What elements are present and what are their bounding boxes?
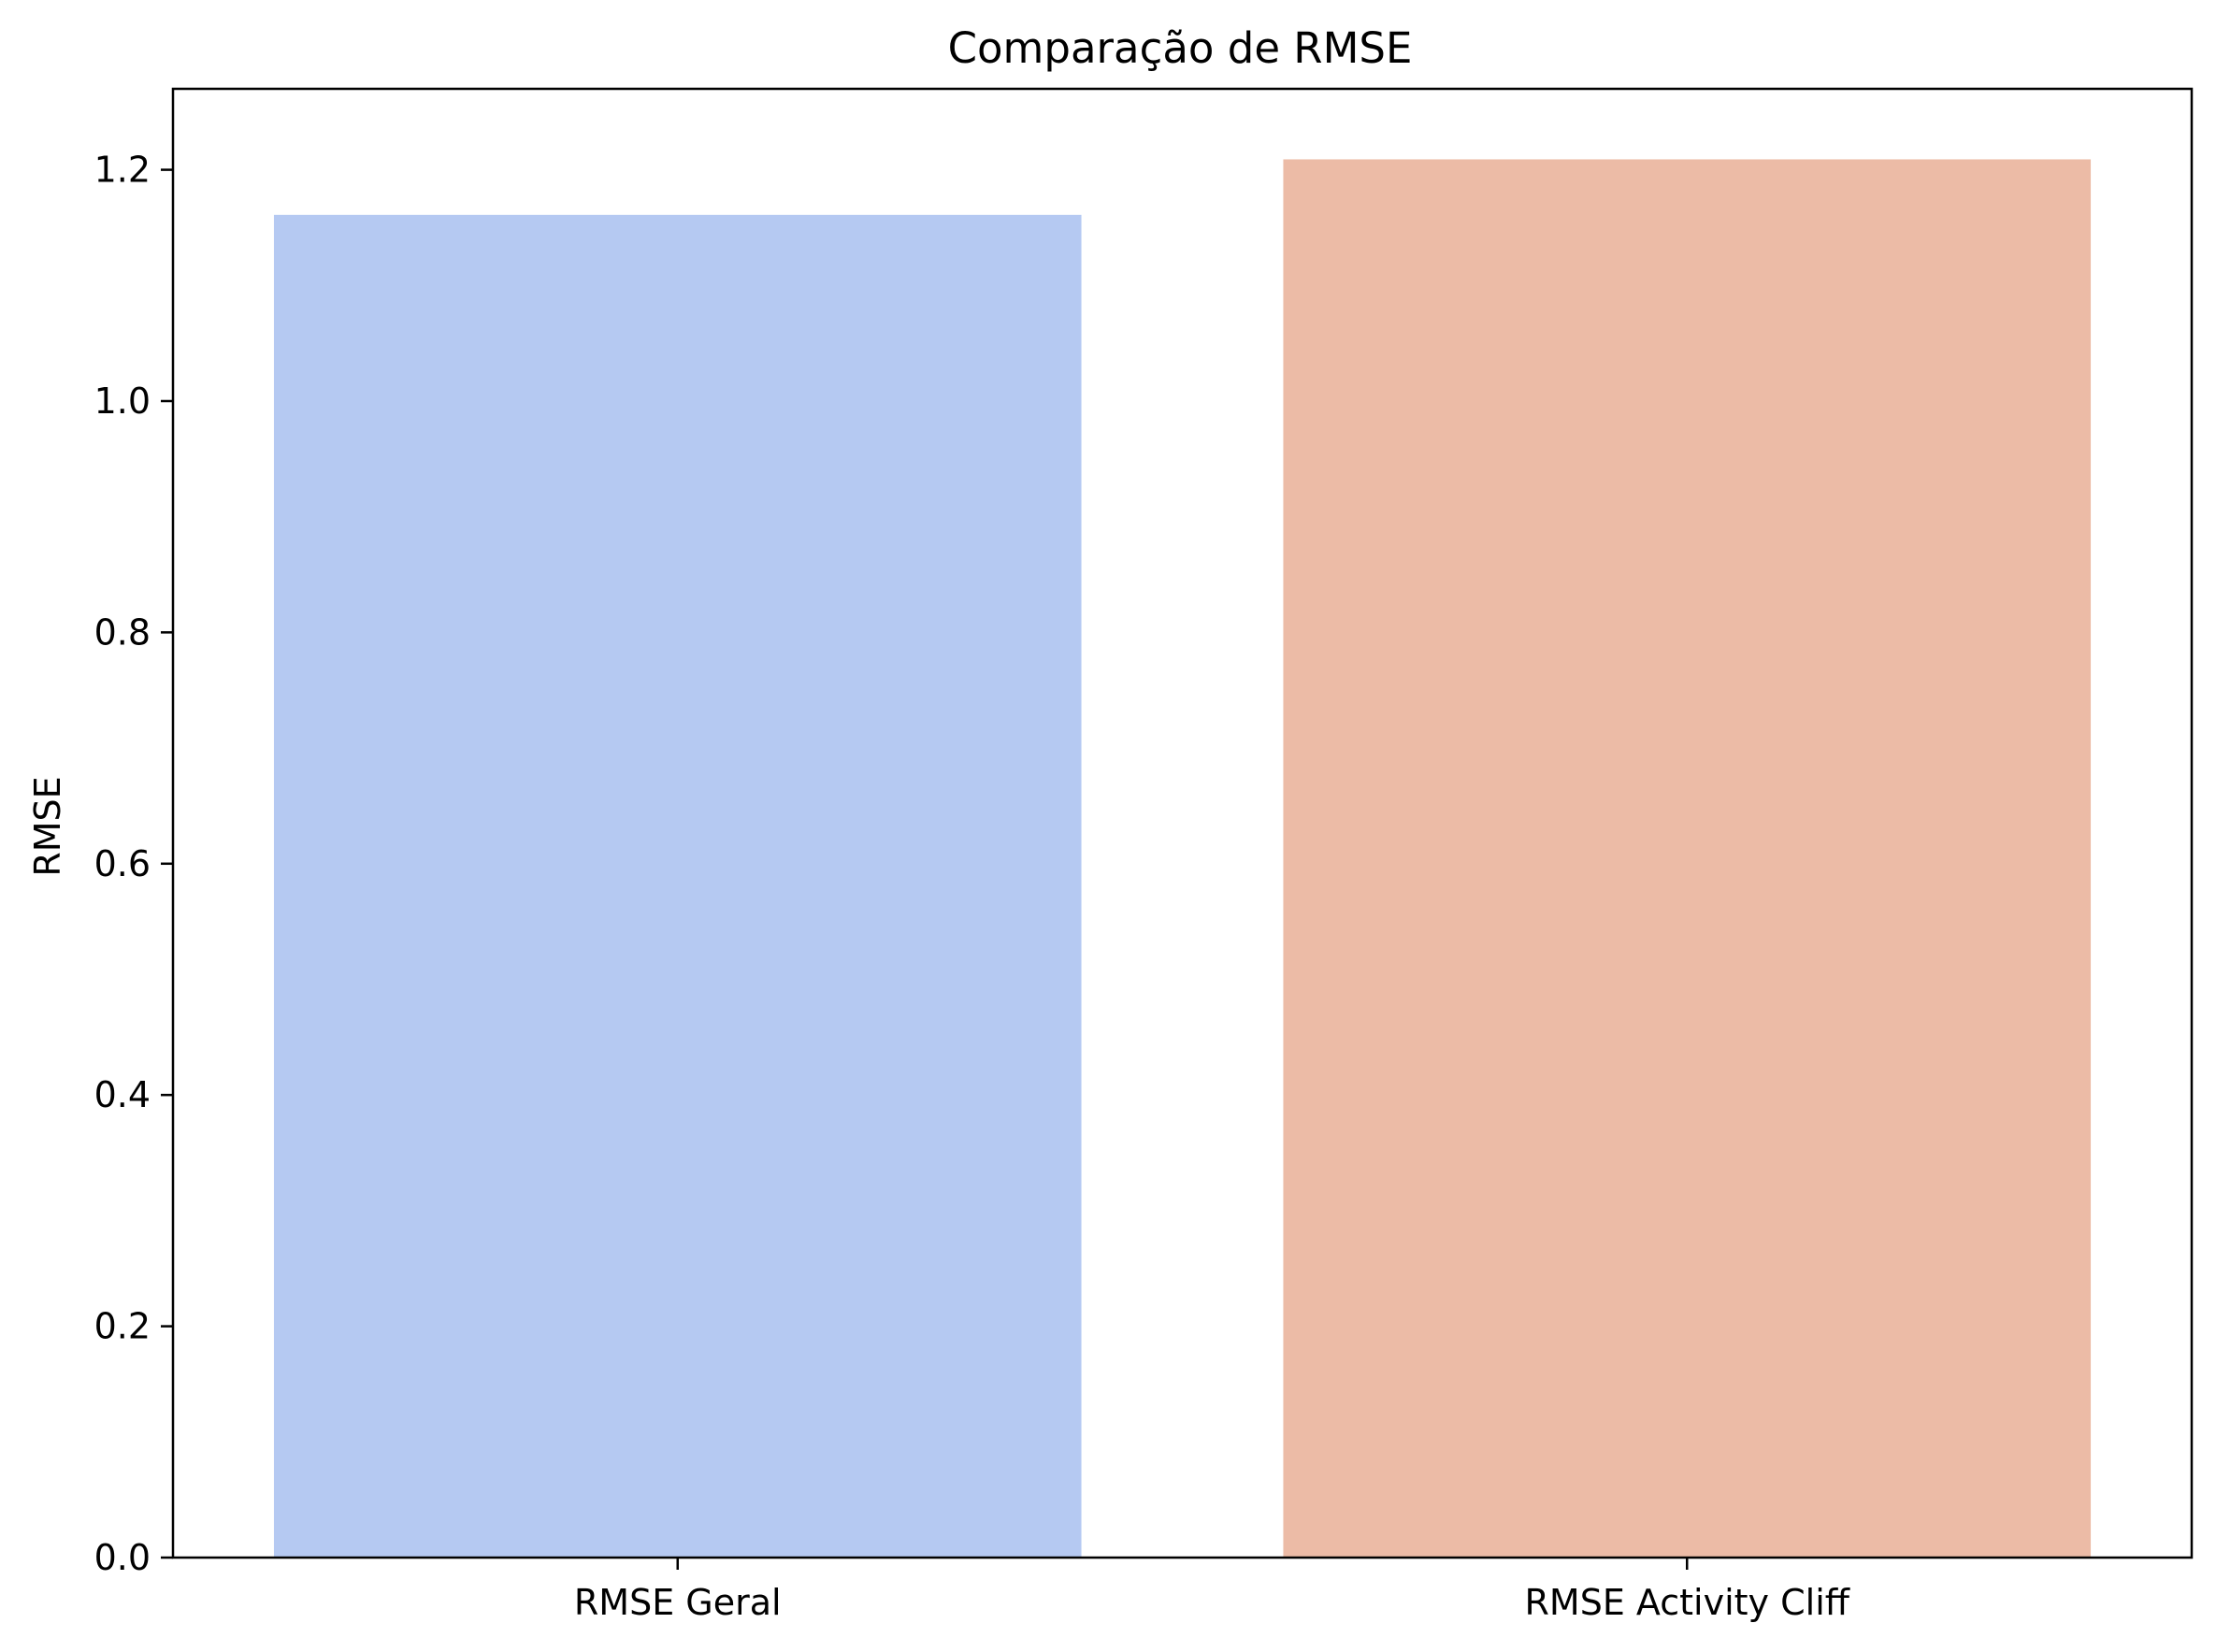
y-axis-label: RMSE [27,776,68,876]
plot-area-frame [171,87,2194,1559]
y-tick-label: 1.2 [94,150,151,191]
y-tick-label: 1.0 [94,381,151,422]
x-axis-ticks: RMSE Geral RMSE Activity Cliff [574,1558,1850,1623]
bar-rmse-geral [273,214,1082,1558]
x-tick-label: RMSE Activity Cliff [1525,1582,1850,1623]
y-tick-label: 0.0 [94,1537,151,1578]
x-tick-label: RMSE Geral [574,1582,782,1623]
chart-title: Comparação de RMSE [948,23,1413,73]
y-tick-label: 0.4 [94,1074,151,1115]
bars-group [273,159,2092,1558]
y-axis-ticks: 0.0 0.2 0.4 0.6 0.8 1.0 1.2 [94,150,173,1578]
y-tick-label: 0.2 [94,1306,151,1347]
y-tick-label: 0.6 [94,843,151,884]
y-tick-label: 0.8 [94,611,151,653]
bar-rmse-activity-cliff [1283,159,2092,1558]
